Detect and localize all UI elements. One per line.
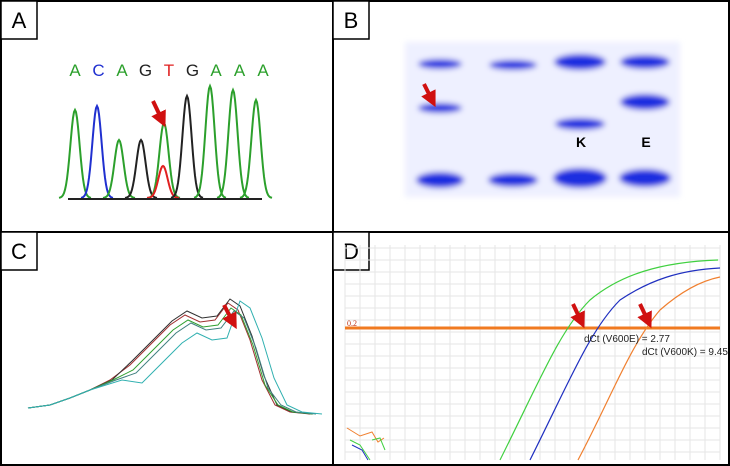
noise <box>349 437 386 461</box>
grid <box>344 245 721 460</box>
peak <box>239 97 273 199</box>
band <box>620 94 670 110</box>
arrow <box>637 303 652 329</box>
band <box>555 118 605 130</box>
band <box>416 172 464 188</box>
peak <box>170 93 204 199</box>
band-label: E <box>641 134 650 150</box>
melt-curve <box>27 310 317 415</box>
band <box>489 60 537 70</box>
band <box>488 173 538 187</box>
base-letter: A <box>257 61 269 80</box>
peak <box>216 87 250 199</box>
panel-label: B <box>344 8 359 33</box>
band-label: K <box>576 134 586 150</box>
melt-curve <box>27 298 313 415</box>
band <box>620 55 670 69</box>
peak <box>80 103 114 199</box>
base-letter: T <box>164 61 174 80</box>
base-letter: A <box>69 61 81 80</box>
noise <box>346 427 385 443</box>
band <box>418 103 462 113</box>
arrow <box>421 83 436 108</box>
annotation: dCt (V600K) = 9.45 <box>642 347 728 358</box>
band <box>418 59 462 69</box>
band <box>553 168 607 188</box>
arrow <box>570 303 585 329</box>
base-letter: A <box>116 61 128 80</box>
annotation: dCt (V600E) = 2.77 <box>584 334 670 345</box>
gel <box>405 42 680 197</box>
panel-labels: A B C D <box>0 0 370 271</box>
base-letter: A <box>210 61 222 80</box>
base-letter: G <box>139 61 152 80</box>
arrow <box>151 100 166 128</box>
base-letter: C <box>92 61 104 80</box>
amp-curve <box>529 267 721 461</box>
peak <box>193 83 227 199</box>
label-box <box>0 0 38 40</box>
base-letter: G <box>186 61 199 80</box>
band <box>619 169 671 187</box>
panel-label: C <box>11 239 27 264</box>
label-box <box>332 0 370 40</box>
label-box <box>332 231 370 271</box>
chromatogram <box>58 83 273 199</box>
melt-curve <box>27 300 323 415</box>
peak <box>58 107 92 199</box>
noise <box>351 444 369 461</box>
base-letter: A <box>234 61 246 80</box>
melt-curves <box>27 298 323 415</box>
arrow <box>222 304 237 330</box>
panel-label: D <box>343 239 359 264</box>
amp-curve <box>499 259 719 461</box>
panel-label: A <box>12 8 27 33</box>
peak <box>147 120 181 199</box>
band <box>554 54 606 70</box>
threshold-label: 0.2 <box>347 319 357 328</box>
label-box <box>0 231 38 271</box>
peak <box>124 138 158 199</box>
